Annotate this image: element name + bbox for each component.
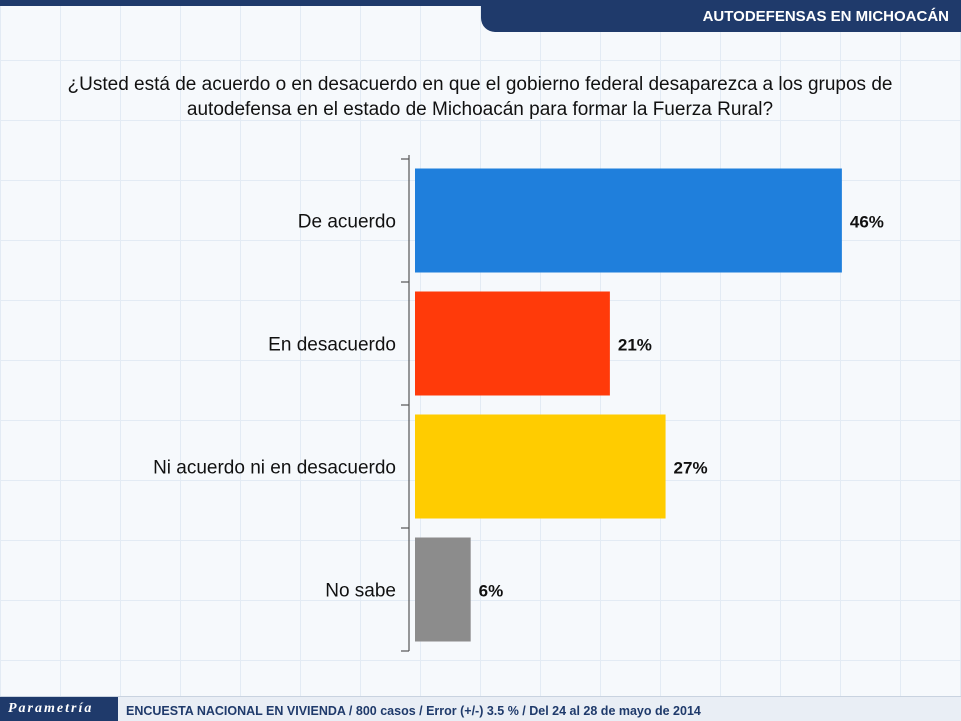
data-label: 21% <box>618 336 652 355</box>
data-label: 46% <box>850 213 884 232</box>
data-label: 27% <box>674 459 708 478</box>
footer-bar <box>0 696 961 721</box>
bar <box>415 291 610 396</box>
category-label: No sabe <box>325 581 396 602</box>
bar <box>415 414 666 519</box>
bar <box>415 537 471 642</box>
footer-logo: Parametría <box>0 697 118 721</box>
footer-note: ENCUESTA NACIONAL EN VIVIENDA / 800 caso… <box>126 704 701 718</box>
top-strip <box>0 0 961 6</box>
data-label: 6% <box>479 582 504 601</box>
category-label: De acuerdo <box>298 212 396 233</box>
header-banner: AUTODEFENSAS EN MICHOACÁN <box>481 0 961 32</box>
bar <box>415 168 842 273</box>
category-label: Ni acuerdo ni en desacuerdo <box>153 458 396 479</box>
survey-question: ¿Usted está de acuerdo o en desacuerdo e… <box>67 74 893 120</box>
header-title: AUTODEFENSAS EN MICHOACÁN <box>702 7 949 25</box>
category-label: En desacuerdo <box>268 335 396 356</box>
